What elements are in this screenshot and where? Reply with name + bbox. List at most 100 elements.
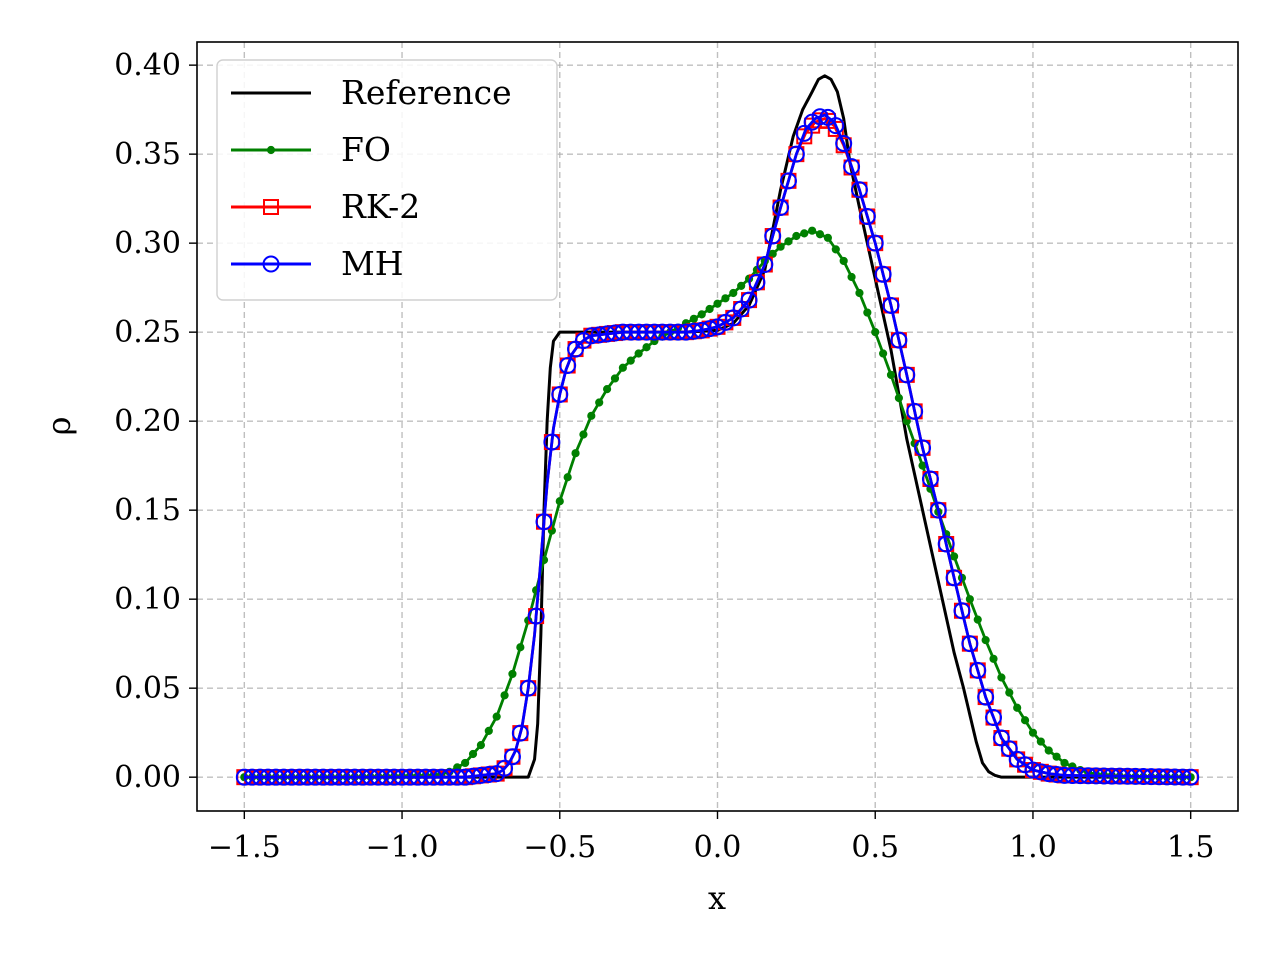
data-point (886, 370, 896, 379)
data-point (1032, 763, 1050, 781)
data-point (866, 234, 884, 252)
legend: Reference FO RK-2 MH (216, 59, 558, 301)
data-point (977, 688, 995, 706)
data-point (776, 242, 785, 251)
data-point (879, 349, 888, 358)
data-point (1020, 716, 1030, 725)
data-point (863, 308, 872, 317)
data-point (839, 256, 848, 266)
data-point (784, 237, 793, 246)
data-point (610, 374, 620, 383)
y-axis-label: ρ (40, 417, 78, 436)
legend-label: MH (341, 244, 404, 283)
y-tick-label: 0.25 (114, 315, 181, 350)
legend-item: RK-2 (231, 187, 420, 226)
data-point (768, 249, 777, 258)
legend-marker (263, 199, 279, 215)
data-point (705, 304, 714, 314)
data-point (906, 402, 924, 420)
data-point (563, 473, 572, 482)
y-tick-label: 0.15 (114, 493, 181, 528)
legend-item: MH (231, 244, 404, 283)
data-point (503, 748, 521, 766)
data-point (500, 691, 509, 700)
y-tick-label: 0.05 (114, 671, 181, 706)
data-point (835, 134, 853, 152)
legend-label: RK-2 (341, 187, 420, 226)
data-point (729, 288, 738, 298)
data-point (992, 729, 1010, 747)
data-point (843, 158, 861, 176)
data-point (949, 552, 959, 561)
data-point (618, 363, 627, 372)
data-point (535, 513, 553, 531)
data-point (871, 328, 880, 337)
data-point (587, 411, 596, 420)
data-point (527, 607, 545, 625)
y-tick-label: 0.40 (114, 48, 181, 83)
data-point (898, 366, 916, 384)
data-point (874, 265, 892, 283)
legend-label: Reference (341, 73, 512, 112)
data-point (519, 679, 537, 697)
y-tick-label: 0.10 (114, 582, 181, 617)
y-tick-label: 0.00 (114, 760, 181, 795)
data-point (476, 741, 486, 750)
data-point (697, 310, 706, 319)
x-tick-label: −0.5 (523, 830, 596, 865)
data-point (772, 199, 790, 217)
data-point (559, 357, 577, 375)
data-point (602, 385, 612, 394)
data-point (1024, 761, 1042, 779)
data-point (701, 320, 719, 338)
data-point (1005, 688, 1014, 697)
data-point (831, 245, 840, 254)
data-point (969, 661, 987, 679)
data-point (808, 226, 817, 235)
data-point (634, 349, 643, 358)
data-point (1013, 703, 1022, 712)
data-point (855, 288, 864, 298)
data-point (595, 398, 604, 407)
data-point (847, 272, 856, 282)
data-point (1044, 746, 1053, 755)
data-point (815, 230, 825, 239)
y-tick-label: 0.35 (114, 137, 181, 172)
data-point (937, 535, 955, 553)
data-point (792, 231, 801, 241)
x-axis-label: x (708, 879, 726, 917)
data-point (1174, 768, 1192, 786)
data-point (882, 296, 900, 314)
axis-ticks: −1.5 −1.0 −0.5 0.0 0.5 1.0 1.5 0.00 0.05 0.10 0.15… (114, 48, 1214, 865)
data-point (642, 343, 651, 352)
y-tick-label: 0.30 (114, 226, 181, 261)
data-point (492, 712, 501, 721)
data-point (997, 673, 1006, 682)
data-point (989, 654, 998, 663)
data-point (1000, 740, 1018, 758)
data-point (626, 356, 635, 365)
data-point (973, 615, 982, 624)
data-point (779, 172, 797, 190)
legend-item: Reference (231, 73, 512, 112)
legend-marker (266, 145, 276, 155)
series-mh (235, 108, 1200, 786)
data-point (579, 430, 588, 439)
data-point (827, 117, 845, 135)
data-point (555, 497, 564, 506)
data-point (721, 294, 730, 303)
data-point (890, 331, 908, 349)
data-point (480, 766, 498, 784)
x-tick-label: 1.0 (1009, 830, 1057, 865)
data-point (1182, 768, 1200, 786)
data-point (858, 207, 876, 225)
data-point (965, 595, 974, 604)
x-tick-label: −1.0 (366, 830, 439, 865)
x-tick-label: 0.5 (851, 830, 899, 865)
legend-marker (262, 255, 280, 273)
data-point (894, 393, 903, 403)
data-point (693, 321, 711, 339)
data-point (461, 758, 470, 768)
data-point (795, 124, 813, 142)
